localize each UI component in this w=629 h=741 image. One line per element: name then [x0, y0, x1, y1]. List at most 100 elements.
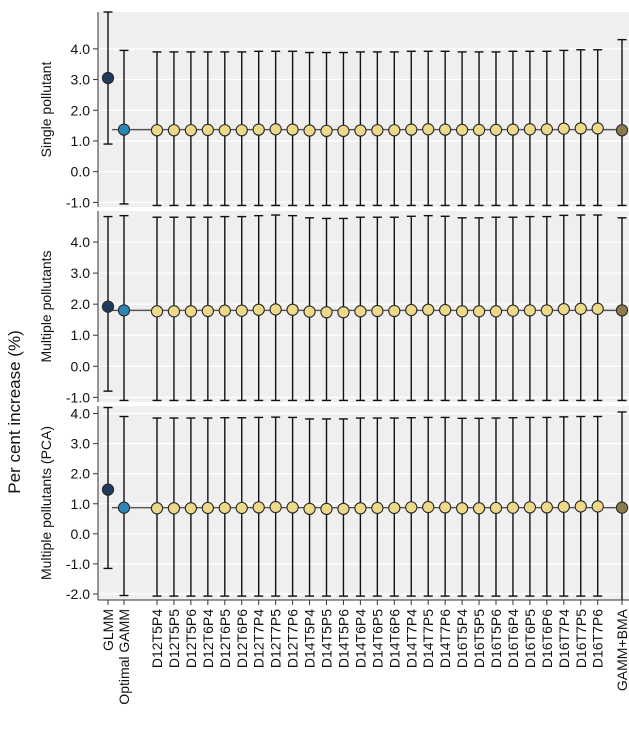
- point-estimate: [455, 305, 469, 318]
- point-estimate: [117, 123, 131, 136]
- y-tick-label: 0.0: [71, 358, 91, 374]
- x-tick-label: D16T6P5: [522, 609, 538, 668]
- point-estimate: [218, 124, 231, 137]
- point-estimate: [150, 502, 164, 515]
- point-estimate: [354, 502, 367, 515]
- x-tick-label: GAMM+BMA: [614, 608, 629, 691]
- x-tick-label: D12T6P5: [217, 609, 233, 668]
- point-estimate: [489, 305, 503, 318]
- point-estimate: [438, 303, 452, 317]
- point-estimate: [303, 502, 316, 516]
- x-tick-label: D12T6P6: [234, 609, 250, 668]
- point-estimate: [371, 124, 384, 137]
- x-tick-label: D12T7P5: [268, 609, 284, 668]
- point-estimate: [235, 304, 248, 317]
- point-estimate: [101, 483, 115, 496]
- point-estimate: [523, 123, 537, 136]
- x-tick-label: D14T7P6: [437, 609, 453, 668]
- point-estimate: [337, 124, 350, 137]
- x-tick-label: D12T7P6: [285, 609, 301, 668]
- point-estimate: [489, 123, 503, 137]
- x-tick-label: Optimal GAMM: [116, 609, 132, 705]
- y-tick-label: 1.0: [71, 496, 91, 512]
- point-estimate: [371, 501, 384, 515]
- panel-2: -1.0 0.0 1.0 2.0 3.0 4.0 Multiple pollutants: [38, 211, 629, 405]
- point-estimate: [252, 303, 265, 316]
- point-estimate: [354, 305, 367, 318]
- panel-label: Multiple pollutants (PCA): [38, 426, 54, 580]
- point-estimate: [574, 122, 587, 135]
- x-tick-label: D16T7P6: [590, 609, 606, 668]
- x-tick-label: D14T5P6: [335, 609, 351, 668]
- y-tick-label: -2.0: [66, 586, 90, 602]
- point-estimate: [337, 306, 350, 319]
- y-tick-label: 2.0: [71, 296, 91, 312]
- point-estimate: [388, 304, 401, 318]
- point-estimate: [472, 123, 486, 137]
- x-axis-labels: GLMM Optimal GAMM D12T5P4 D12T5P5 D12T5P6 D12…: [98, 599, 629, 705]
- point-estimate: [615, 124, 629, 137]
- point-estimate: [201, 304, 214, 318]
- x-tick-label: D14T6P6: [386, 609, 402, 668]
- point-estimate: [591, 500, 604, 513]
- point-estimate: [337, 502, 350, 516]
- y-tick-label: -1.0: [66, 194, 90, 210]
- point-estimate: [252, 123, 265, 136]
- point-estimate: [438, 123, 452, 136]
- point-estimate: [591, 122, 604, 135]
- point-estimate: [506, 501, 520, 514]
- point-estimate: [184, 124, 198, 137]
- panel-1: -1.0 0.0 1.0 2.0 3.0 4.0 Single pollutant: [38, 11, 629, 210]
- point-estimate: [422, 500, 435, 514]
- x-tick-label: D16T6P4: [505, 609, 521, 668]
- point-estimate: [150, 124, 164, 137]
- y-tick-label: 3.0: [71, 265, 91, 281]
- panel-3: -2.0 -1.0 0.0 1.0 2.0 3.0 4.0 Multiple pollutan…: [38, 406, 629, 602]
- point-estimate: [252, 501, 265, 514]
- point-estimate: [523, 304, 537, 317]
- panels-layer: -1.0 0.0 1.0 2.0 3.0 4.0 Single pollutant -1.0 0…: [38, 11, 629, 602]
- point-estimate: [455, 502, 469, 515]
- x-tick-label: D16T5P6: [488, 609, 504, 668]
- point-estimate: [354, 124, 367, 137]
- point-estimate: [218, 501, 231, 515]
- point-estimate: [557, 500, 570, 513]
- point-estimate: [320, 306, 333, 319]
- point-estimate: [117, 501, 131, 514]
- point-estimate: [286, 303, 299, 316]
- point-estimate: [286, 123, 299, 136]
- y-tick-label: 0.0: [71, 526, 91, 542]
- y-tick-label: 4.0: [71, 41, 91, 57]
- point-estimate: [235, 124, 248, 137]
- x-tick-label: D16T6P6: [539, 609, 555, 668]
- panel-label: Single pollutant: [38, 62, 54, 158]
- y-tick-label: 2.0: [71, 466, 91, 482]
- point-estimate: [101, 71, 115, 85]
- x-tick-label: D14T7P4: [403, 609, 419, 668]
- point-estimate: [438, 501, 452, 514]
- y-tick-label: 1.0: [71, 327, 91, 343]
- x-tick-label: GLMM: [100, 609, 116, 651]
- point-estimate: [320, 502, 333, 516]
- y-tick-label: 2.0: [71, 102, 91, 118]
- point-estimate: [320, 124, 333, 137]
- point-estimate: [117, 304, 131, 317]
- point-estimate: [591, 302, 604, 315]
- point-estimate: [235, 501, 248, 515]
- point-estimate: [540, 501, 553, 514]
- point-estimate: [371, 304, 384, 318]
- point-estimate: [405, 501, 418, 514]
- y-tick-label: 3.0: [71, 72, 91, 88]
- y-axis-title: Per cent increase (%): [5, 330, 24, 493]
- point-estimate: [422, 123, 435, 136]
- point-estimate: [167, 502, 181, 515]
- point-estimate: [269, 303, 282, 316]
- point-estimate: [201, 501, 214, 515]
- x-tick-label: D12T5P5: [166, 609, 182, 668]
- point-estimate: [388, 124, 401, 137]
- y-tick-label: -1.0: [66, 389, 90, 405]
- point-estimate: [184, 305, 198, 318]
- point-estimate: [422, 303, 435, 316]
- point-estimate: [557, 122, 570, 135]
- point-estimate: [489, 501, 503, 515]
